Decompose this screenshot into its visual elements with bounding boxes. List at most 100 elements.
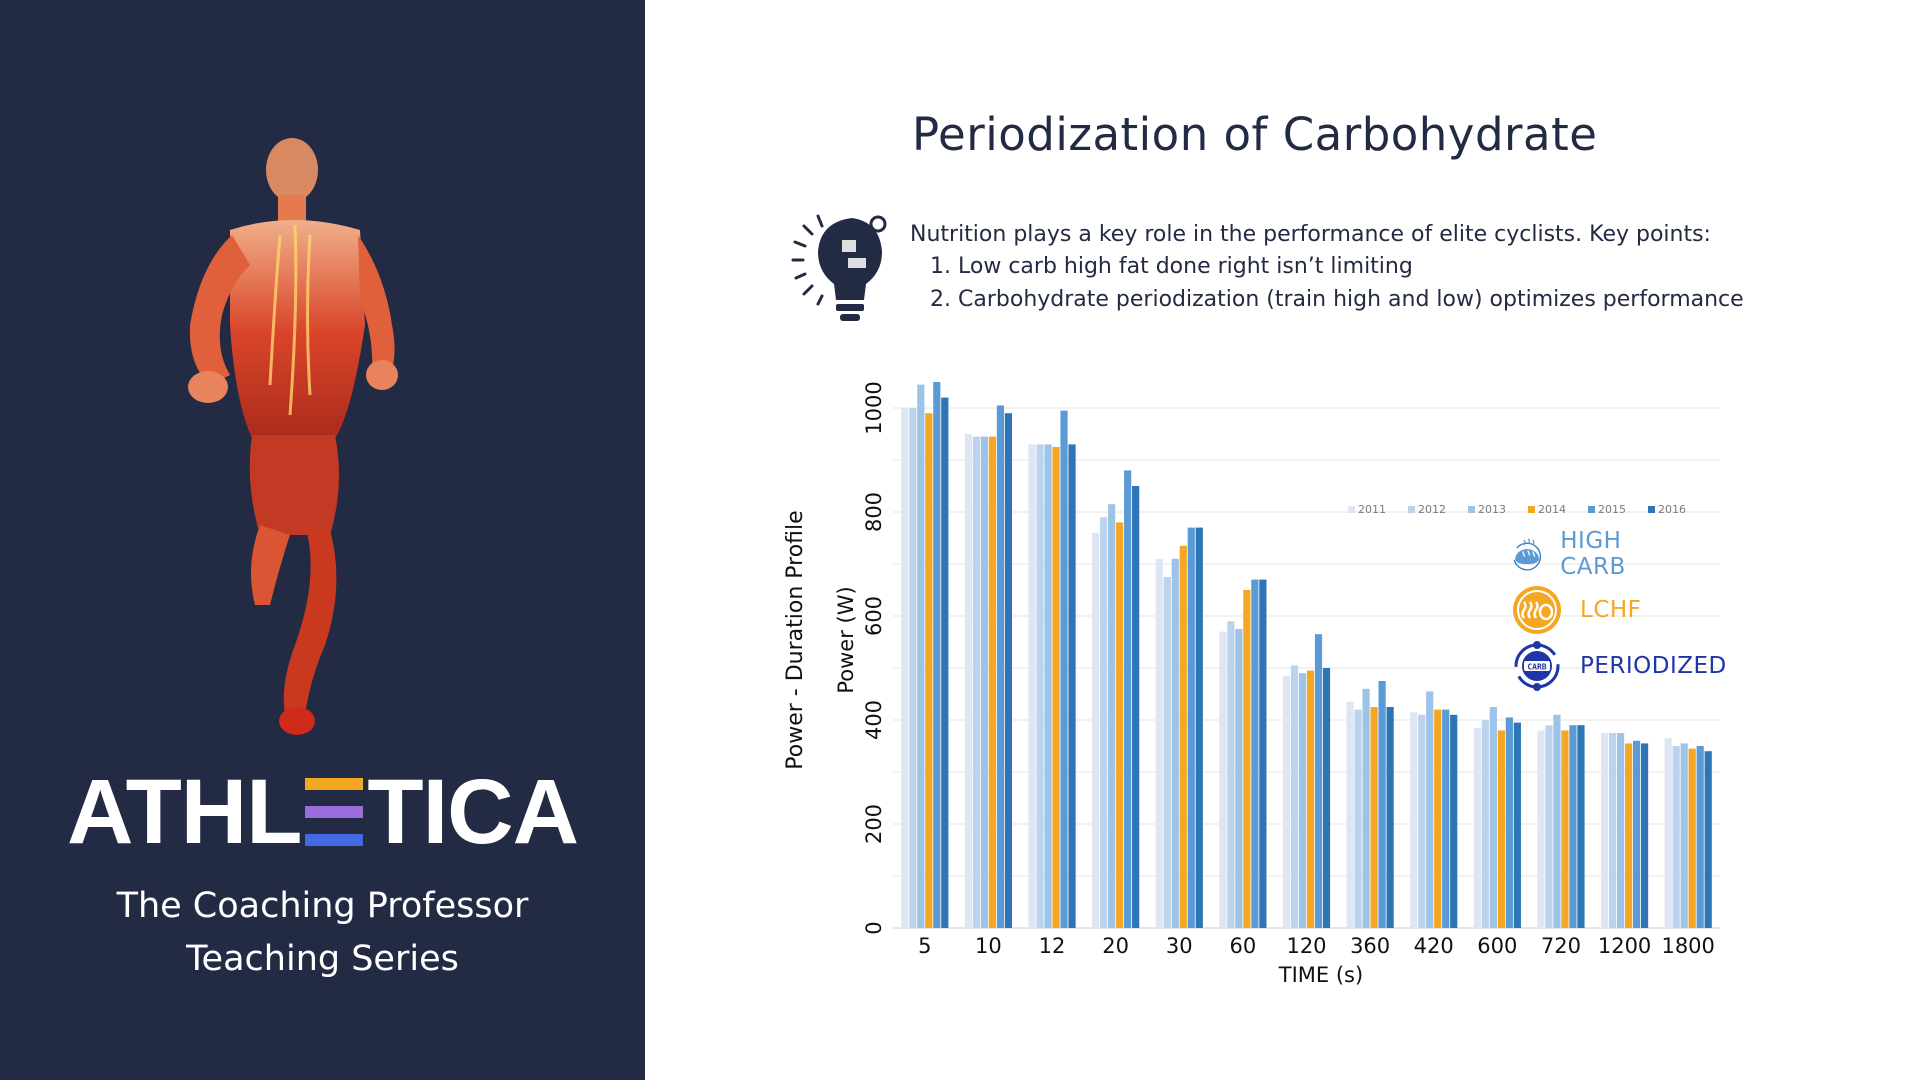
y-tick-label: 1000	[862, 381, 886, 434]
bar-2016-120	[1322, 668, 1331, 928]
x-tick-label: 1200	[1598, 934, 1651, 958]
bar-2011-10	[964, 434, 973, 928]
tagline-line-2: Teaching Series	[186, 939, 459, 979]
intro-text: Nutrition plays a key role in the perfor…	[910, 222, 1711, 247]
bar-2011-360	[1346, 701, 1354, 928]
bar-2013-12	[1044, 444, 1052, 928]
bar-2012-20	[1100, 517, 1108, 928]
bar-2015-20	[1124, 470, 1132, 928]
bar-2013-10	[980, 436, 989, 928]
category-legend-item: LCHF	[1510, 584, 1641, 636]
brand-e-bar-bottom	[305, 834, 364, 846]
bar-2013-120	[1298, 673, 1307, 928]
bar-2013-5	[917, 384, 925, 929]
bar-2013-60	[1235, 629, 1243, 928]
bar-2013-1800	[1680, 743, 1688, 928]
x-tick-label: 720	[1541, 934, 1581, 958]
brand-logo: ATHL TICA	[0, 761, 645, 863]
brand-e-bar-top	[305, 778, 364, 790]
bar-2011-1200	[1600, 733, 1609, 928]
bar-2012-600	[1481, 720, 1489, 928]
legend-swatch	[1468, 506, 1475, 513]
legend-swatch	[1408, 506, 1415, 513]
x-tick-label: 600	[1477, 934, 1517, 958]
runner-illustration	[188, 138, 398, 735]
bar-2014-60	[1243, 590, 1251, 928]
bar-2015-5	[933, 382, 941, 928]
bacon-icon	[1513, 586, 1561, 634]
bar-2012-60	[1227, 621, 1235, 928]
legend-label: 2016	[1658, 503, 1686, 516]
x-tick-label: 120	[1286, 934, 1326, 958]
bar-2016-1800	[1704, 751, 1712, 928]
legend-label: 2015	[1598, 503, 1626, 516]
brand-name-left: ATHL	[66, 761, 302, 863]
brand-e-mark	[305, 778, 364, 846]
key-point-text: Carbohydrate periodization (train high a…	[958, 287, 1744, 312]
brand-name-right: TICA	[367, 761, 579, 863]
bar-2015-420	[1442, 709, 1450, 928]
bar-2014-5	[925, 413, 933, 928]
x-tick-label: 1800	[1661, 934, 1714, 958]
bar-2015-720	[1569, 725, 1577, 928]
bar-2012-1200	[1608, 733, 1617, 928]
y-tick-label: 200	[862, 804, 886, 844]
key-point-number: 2.	[930, 287, 951, 312]
bar-2016-600	[1513, 722, 1521, 928]
legend-swatch	[1648, 506, 1655, 513]
bar-2013-720	[1553, 714, 1561, 928]
bar-2011-12	[1028, 444, 1036, 928]
bar-2012-10	[972, 436, 981, 928]
bar-2014-120	[1306, 670, 1315, 928]
key-points-list: 1. Low carb high fat done right isn’t lim…	[930, 250, 1744, 316]
category-label-periodized: PERIODIZED	[1580, 653, 1727, 679]
bar-2011-60	[1219, 631, 1227, 928]
category-label-lchf: LCHF	[1580, 597, 1642, 623]
chart-y-label: Power (W)	[834, 586, 858, 693]
bar-2014-1200	[1624, 743, 1633, 928]
chart-x-label: TIME (s)	[1278, 963, 1363, 987]
brand-panel: ATHL TICA The Coaching Professor Teachin…	[0, 0, 645, 1080]
chart-y-ticks: 0 200 400 600 800 1000	[862, 381, 886, 934]
lightbulb-puzzle-icon	[791, 214, 887, 321]
x-tick-label: 420	[1414, 934, 1454, 958]
bar-2011-20	[1092, 532, 1100, 928]
bar-2015-600	[1505, 717, 1513, 928]
tagline: The Coaching Professor Teaching Series	[0, 880, 645, 986]
legend-label: 2014	[1538, 503, 1566, 516]
bar-2012-1800	[1672, 746, 1680, 928]
bar-2015-60	[1251, 579, 1259, 928]
chart-x-ticks: 5 10 12 20 30 60 120 360 420 600 720 1200 1800	[918, 934, 1715, 958]
bar-2016-5	[941, 397, 949, 929]
bar-2011-5	[901, 408, 909, 928]
bar-2012-120	[1290, 665, 1299, 928]
key-point: 1. Low carb high fat done right isn’t lim…	[930, 250, 1744, 283]
bar-2014-420	[1434, 709, 1442, 928]
x-tick-label: 12	[1039, 934, 1066, 958]
bar-2012-5	[909, 408, 917, 928]
legend-label: 2011	[1358, 503, 1386, 516]
bar-2016-420	[1450, 714, 1458, 928]
bar-2016-30	[1195, 527, 1203, 928]
legend-swatch	[1528, 506, 1535, 513]
bar-2011-420	[1410, 712, 1418, 928]
bar-2013-360	[1362, 688, 1370, 928]
bar-2014-12	[1052, 447, 1060, 928]
bar-2012-360	[1354, 709, 1362, 928]
y-tick-label: 0	[862, 921, 886, 934]
legend-swatch	[1348, 506, 1355, 513]
key-point-text: Low carb high fat done right isn’t limit…	[958, 254, 1413, 279]
brand-e-bar-middle	[305, 806, 364, 818]
y-tick-label: 600	[862, 596, 886, 636]
bar-2014-360	[1370, 707, 1378, 928]
x-tick-label: 20	[1102, 934, 1129, 958]
bar-2013-600	[1489, 707, 1497, 928]
bar-2015-12	[1060, 410, 1068, 929]
bar-2014-10	[988, 436, 997, 928]
y-tick-label: 400	[862, 700, 886, 740]
bar-2014-20	[1116, 522, 1124, 928]
bar-2012-720	[1545, 725, 1553, 928]
y-tick-label: 800	[862, 492, 886, 532]
bar-2014-600	[1497, 730, 1505, 928]
x-tick-label: 30	[1166, 934, 1193, 958]
